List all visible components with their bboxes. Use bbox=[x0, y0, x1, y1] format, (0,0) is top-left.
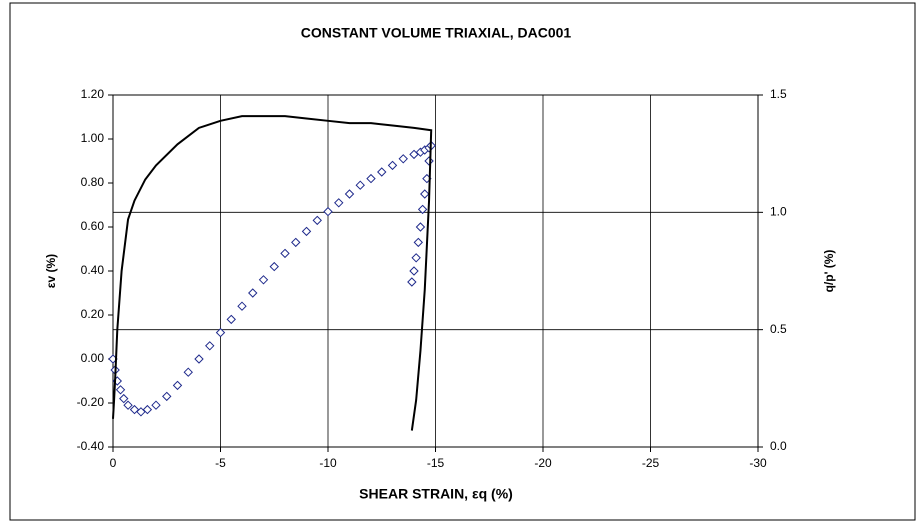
data-point bbox=[162, 391, 172, 402]
x-tick-label: -10 bbox=[319, 456, 337, 470]
y2-tick-label: 1.5 bbox=[770, 87, 787, 101]
y-tick-label: 0.80 bbox=[81, 175, 105, 189]
y2-tick-label: 1.0 bbox=[770, 205, 787, 219]
data-point bbox=[407, 277, 417, 287]
x-tick-label: 0 bbox=[110, 456, 117, 470]
y-tick-label: 0.00 bbox=[81, 351, 105, 365]
y-axis-title: εv (%) bbox=[44, 254, 58, 288]
y2-tick-label: 0.0 bbox=[770, 439, 787, 453]
chart-title: CONSTANT VOLUME TRIAXIAL, DAC001 bbox=[301, 25, 572, 41]
data-point bbox=[334, 198, 344, 208]
data-point bbox=[420, 189, 430, 199]
data-point bbox=[344, 189, 355, 199]
data-point bbox=[301, 226, 312, 237]
data-point bbox=[172, 380, 183, 391]
y-tick-label: 0.60 bbox=[81, 219, 105, 233]
data-point bbox=[248, 288, 258, 298]
data-point bbox=[183, 367, 193, 377]
x-tick-label: -30 bbox=[749, 456, 767, 470]
data-point bbox=[291, 237, 301, 248]
y-tick-label: 1.20 bbox=[81, 87, 105, 101]
data-point bbox=[237, 301, 247, 311]
data-point bbox=[258, 275, 269, 285]
x-axis-title: SHEAR STRAIN, εq (%) bbox=[359, 486, 513, 502]
data-point bbox=[411, 253, 421, 263]
data-point bbox=[417, 204, 428, 215]
x-tick-label: -20 bbox=[534, 456, 552, 470]
data-point bbox=[366, 173, 376, 184]
y-tick-label: 0.40 bbox=[81, 263, 105, 277]
data-point bbox=[280, 248, 290, 259]
y2-axis-title: q/p' (%) bbox=[822, 250, 836, 293]
data-point bbox=[123, 400, 133, 410]
x-tick-label: -15 bbox=[427, 456, 445, 470]
data-point bbox=[119, 393, 129, 404]
data-point bbox=[142, 404, 153, 415]
data-point bbox=[387, 160, 398, 171]
data-point bbox=[312, 215, 322, 226]
data-line bbox=[112, 115, 433, 431]
data-point bbox=[194, 354, 204, 364]
data-point bbox=[269, 261, 279, 272]
y-tick-label: -0.20 bbox=[77, 395, 105, 409]
data-point bbox=[151, 400, 161, 410]
data-point bbox=[413, 237, 424, 248]
data-point bbox=[115, 385, 126, 395]
data-point bbox=[323, 206, 333, 217]
data-point bbox=[377, 167, 387, 177]
data-point bbox=[215, 327, 226, 338]
y2-tick-label: 0.5 bbox=[770, 322, 787, 336]
data-point bbox=[415, 222, 426, 232]
data-point bbox=[205, 341, 215, 351]
data-point bbox=[398, 154, 408, 164]
chart-border bbox=[9, 2, 916, 521]
y-tick-label: -0.40 bbox=[77, 439, 105, 453]
y-tick-label: 0.20 bbox=[81, 307, 105, 321]
x-tick-label: -25 bbox=[642, 456, 660, 470]
y-tick-label: 1.00 bbox=[81, 131, 105, 145]
data-point bbox=[355, 180, 365, 190]
x-tick-label: -5 bbox=[215, 456, 226, 470]
data-point bbox=[409, 266, 419, 276]
data-point bbox=[226, 314, 236, 325]
